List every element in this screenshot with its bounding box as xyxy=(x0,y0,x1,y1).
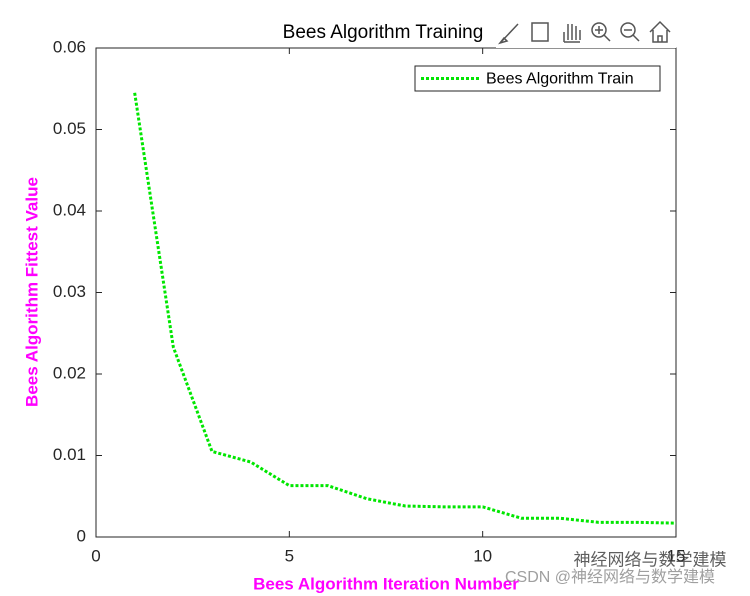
y-tick-label: 0.01 xyxy=(53,445,86,464)
zoom-out-icon[interactable] xyxy=(620,22,636,38)
data-line xyxy=(133,92,677,525)
legend-icon[interactable] xyxy=(531,22,549,42)
y-tick-label: 0.03 xyxy=(53,282,86,301)
watermark: 神经网络与数学建模 xyxy=(574,550,727,569)
x-tick-label: 5 xyxy=(285,546,294,565)
brush-icon[interactable] xyxy=(497,23,519,45)
legend: Bees Algorithm Train xyxy=(414,65,661,92)
legend-box xyxy=(414,65,661,92)
x-tick-label: 15 xyxy=(667,546,686,565)
home-icon[interactable] xyxy=(649,20,671,43)
y-tick-label: 0.02 xyxy=(53,363,86,382)
y-tick-label: 0.06 xyxy=(53,37,86,56)
toolbar[interactable] xyxy=(496,14,676,48)
pan-icon[interactable] xyxy=(563,24,581,43)
chart-title: Bees Algorithm Training xyxy=(283,22,484,43)
zoom-out-glyph xyxy=(624,29,640,42)
toolbar-background xyxy=(496,14,676,48)
y-axis-label: Bees Algorithm Fittest Value xyxy=(22,177,41,407)
y-tick-label: 0 xyxy=(77,526,86,545)
zoom-in-icon[interactable] xyxy=(591,22,607,38)
watermark: CSDN @神经网络与数学建模 xyxy=(505,567,715,586)
legend-label: Bees Algorithm Train xyxy=(486,71,634,88)
y-tick-label: 0.04 xyxy=(53,200,86,219)
x-tick-label: 0 xyxy=(91,546,100,565)
zoom-in-glyph xyxy=(595,26,611,42)
x-axis-label: Bees Algorithm Iteration Number xyxy=(253,574,519,593)
y-tick-label: 0.05 xyxy=(53,119,86,138)
x-tick-label: 10 xyxy=(473,546,492,565)
